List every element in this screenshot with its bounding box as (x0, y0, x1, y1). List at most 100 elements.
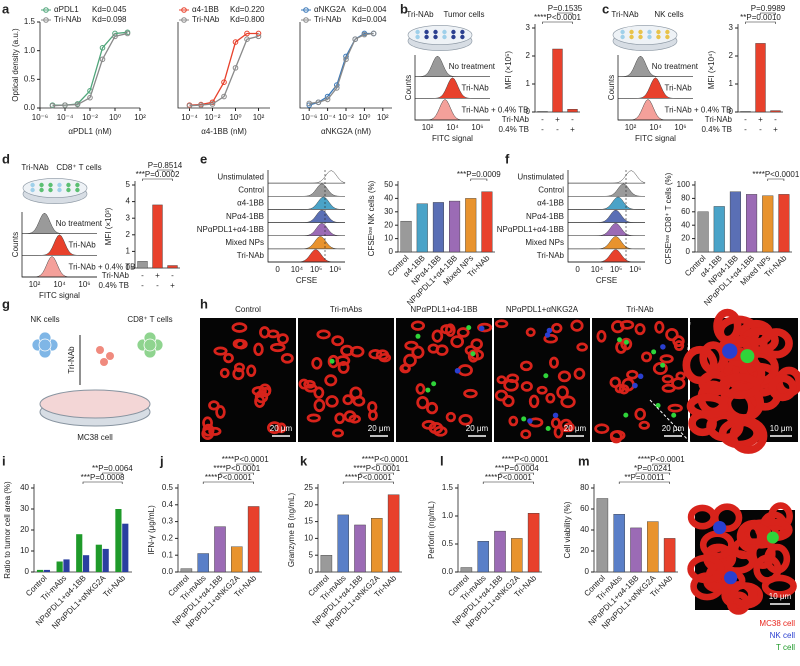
cell-red (661, 374, 674, 384)
cell-blue (713, 520, 727, 535)
cell-icon (656, 34, 661, 40)
cell-green (466, 325, 472, 331)
cell-red (280, 352, 294, 364)
cell-icon (433, 34, 438, 40)
cell-green (543, 373, 549, 379)
bar (122, 523, 129, 572)
y-tick-label: 4 (126, 197, 131, 206)
y-tick-label: 100 (677, 180, 691, 189)
x-tick-label: 10⁴ (649, 123, 662, 132)
bar (400, 220, 412, 253)
cell-red (342, 394, 354, 406)
cell-blue (632, 382, 638, 389)
y-tick-label: 0 (686, 247, 691, 256)
cell-red (421, 420, 437, 430)
y-tick-label: 30 (20, 504, 29, 513)
cell-red (233, 362, 245, 373)
data-point (255, 30, 262, 37)
cell-red (496, 375, 507, 385)
significance-bracket (470, 178, 488, 181)
data-point (62, 102, 68, 108)
cell-red (331, 335, 345, 347)
scale-label: 10 μm (769, 592, 792, 601)
cell-icon (75, 182, 80, 188)
scale-label: 20 μm (368, 424, 391, 433)
condition-sign: + (570, 125, 575, 134)
x-tick-label: 10⁻⁶ (301, 113, 317, 122)
x-tick-label: 10² (253, 113, 265, 122)
significance-bracket (157, 169, 173, 172)
condition-sign: - (759, 125, 762, 134)
row-label: Tri-NAb (462, 84, 490, 93)
cell-red (596, 330, 607, 343)
cell-icon (57, 187, 62, 193)
cell-green (651, 349, 657, 355)
cell-red (232, 367, 245, 381)
cell-red (718, 373, 761, 400)
condition-sign: + (555, 115, 560, 124)
y-axis-label: Ratio to tumor cell area (%) (3, 481, 12, 579)
condition-sign: - (541, 115, 544, 124)
cell-red (456, 327, 470, 338)
y-axis-label: CFSEˡᵒʷ CD8⁺ T cells (%) (664, 172, 673, 264)
cell-red (208, 400, 220, 411)
legend-kd: Kd=0.045 (92, 5, 127, 14)
significance-label: ***P=0.0002 (136, 170, 180, 179)
histogram (268, 222, 346, 236)
significance-label: ****P<0.0001 (638, 455, 685, 464)
y-tick-label: 0 (526, 107, 531, 116)
bar (137, 261, 148, 269)
bar (552, 48, 563, 113)
bar (630, 527, 642, 573)
y-tick-label: 3 (526, 23, 531, 32)
cell-blue (546, 327, 553, 334)
cell-icon (433, 29, 438, 35)
bar (56, 561, 63, 572)
bar (432, 202, 444, 253)
cell-red (686, 393, 729, 419)
data-point (198, 102, 204, 108)
bar (43, 569, 50, 572)
bar (596, 498, 609, 573)
cell-red (520, 429, 532, 440)
bar (115, 509, 122, 572)
histogram (268, 170, 346, 184)
bar (770, 110, 781, 113)
cell-icon (38, 338, 52, 352)
cell-red (435, 344, 449, 356)
x-axis-label: αPDL1 (nM) (68, 127, 112, 136)
data-point (209, 101, 216, 107)
cell-icon (442, 29, 447, 35)
bar (511, 538, 523, 573)
cell-red (463, 388, 478, 399)
y-axis-label: Optical density (a.u.) (11, 28, 20, 102)
cell-red (570, 319, 584, 332)
panel-label: c (602, 1, 609, 16)
cell-icon (30, 187, 35, 193)
cell-icon (424, 29, 429, 35)
cell-green (545, 425, 551, 431)
cell-red (576, 342, 588, 352)
histogram (268, 183, 346, 197)
x-tick-label: 10⁶ (674, 123, 686, 132)
row-label: Tri-NAb (237, 251, 265, 260)
cell-red (254, 390, 269, 404)
x-tick-label: 10⁶ (329, 265, 341, 274)
cell-red (536, 385, 548, 395)
bar (180, 568, 193, 573)
significance-bracket (359, 472, 394, 475)
y-tick-label: 20 (20, 525, 29, 534)
diagram-label: CD8⁺ T cells (56, 163, 101, 172)
data-point (232, 39, 239, 45)
legend-label: Tri-NAb (54, 15, 82, 24)
histogram (568, 249, 645, 263)
cell-red (258, 383, 272, 398)
row-label: No treatment (449, 62, 496, 71)
cell-red (367, 401, 378, 413)
significance-bracket (542, 21, 573, 24)
y-axis-label: Counts (404, 75, 413, 100)
data-point (221, 93, 227, 100)
condition-label: 0.4% TB (701, 125, 732, 134)
micrograph-title: NPαPDL1+αNKG2A (506, 305, 579, 314)
